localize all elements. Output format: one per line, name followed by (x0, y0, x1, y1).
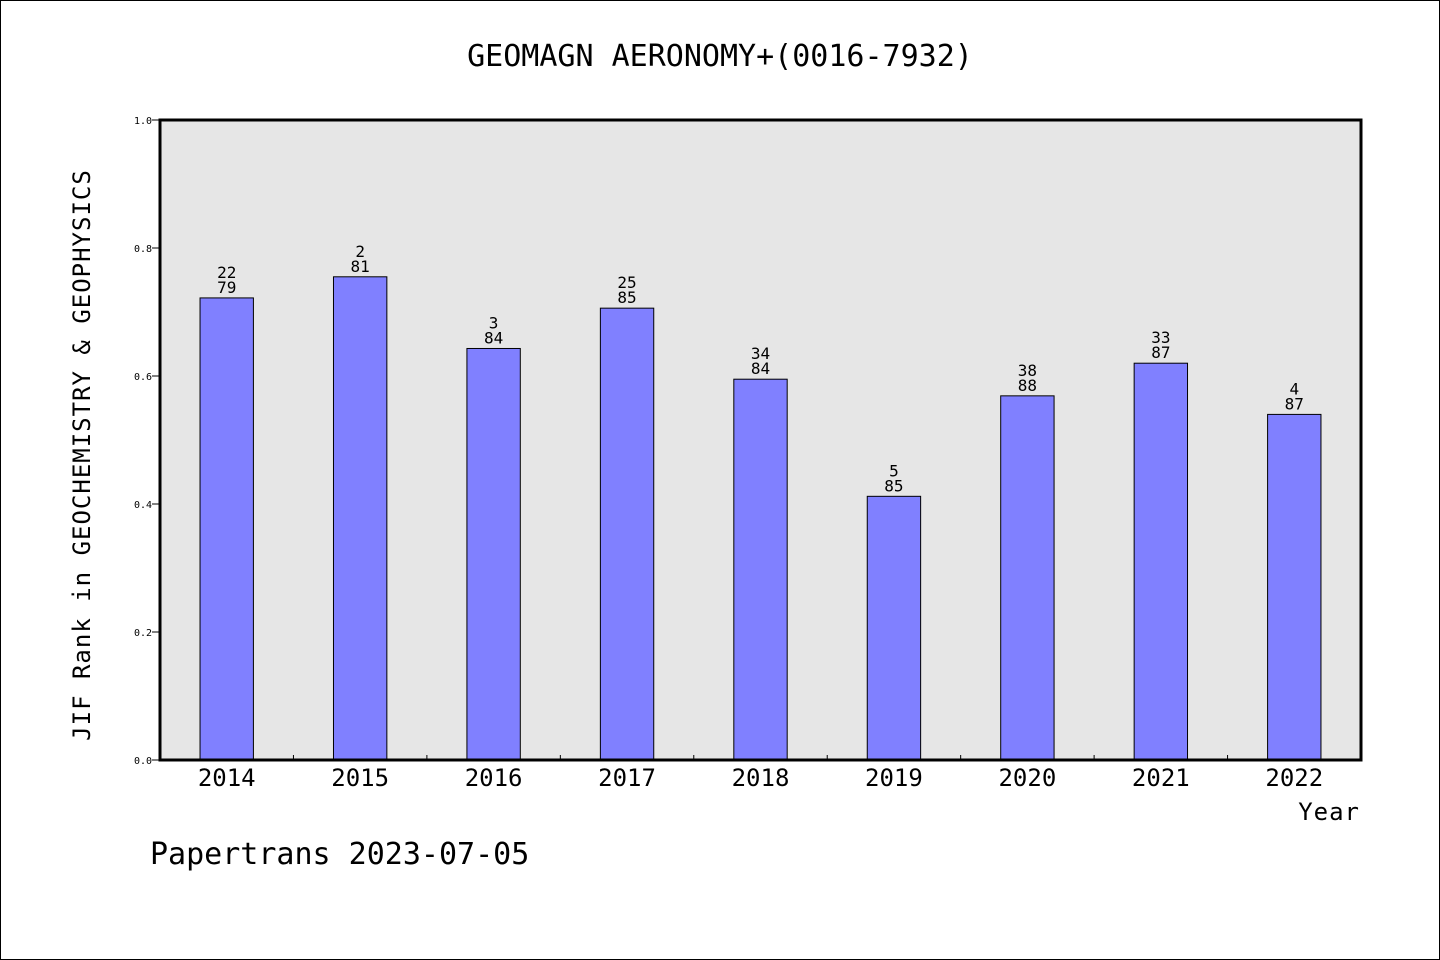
bar (733, 378, 788, 761)
chart-title: GEOMAGN AERONOMY+(0016-7932) (467, 39, 973, 74)
x-tick-label: 2020 (998, 764, 1056, 792)
bar-label-percentile: 87 (1285, 394, 1304, 413)
y-axis: 0.0 0.2 0.4 0.6 0.8 1.0 (134, 116, 160, 767)
bar (1000, 395, 1055, 761)
bar-label-rank: 5 (889, 461, 899, 480)
bar (866, 495, 922, 761)
x-tick-label: 2014 (198, 764, 256, 792)
bar-label-rank: 4 (1289, 379, 1299, 398)
x-tick-label: 2019 (865, 764, 923, 792)
bar-label-percentile: 85 (884, 476, 903, 495)
x-tick-label: 2018 (732, 764, 790, 792)
y-tick-label: 0.6 (134, 372, 152, 383)
bar-label-rank: 22 (217, 263, 236, 282)
footer-text: Papertrans 2023-07-05 (150, 837, 529, 872)
bar-label-rank: 25 (617, 273, 636, 292)
bar-label-percentile: 79 (217, 278, 236, 297)
y-tick-label: 0.0 (134, 756, 152, 767)
bar (332, 276, 388, 761)
bar-label-percentile: 87 (1151, 343, 1170, 362)
y-tick-label: 0.2 (134, 628, 152, 639)
bar-label-rank: 38 (1018, 361, 1037, 380)
bar (1133, 362, 1189, 761)
x-axis: 2014 2015 2016 2017 2018 2019 2020 2021 2022 (198, 755, 1323, 792)
bar-label-rank: 34 (751, 344, 770, 363)
y-tick-label: 0.8 (134, 244, 152, 255)
bar-label-rank: 3 (489, 313, 499, 332)
plot-border (158, 118, 1363, 762)
y-tick-label: 0.4 (134, 500, 152, 511)
x-tick-label: 2015 (331, 764, 389, 792)
bar-label-percentile: 88 (1018, 376, 1037, 395)
x-tick-label: 2017 (598, 764, 656, 792)
bar-label-percentile: 84 (751, 359, 770, 378)
y-tick-label: 1.0 (134, 116, 152, 127)
y-axis-label: JIF Rank in GEOCHEMISTRY & GEOPHYSICS (68, 169, 96, 741)
bar-label-rank: 33 (1151, 328, 1170, 347)
bar (599, 307, 655, 761)
bar-label-percentile: 85 (617, 288, 636, 307)
bar-label-percentile: 81 (351, 257, 370, 276)
bar (466, 347, 521, 761)
x-tick-label: 2021 (1132, 764, 1190, 792)
x-axis-label: Year (1298, 798, 1360, 826)
bar-label-rank: 2 (355, 242, 365, 261)
x-tick-label: 2022 (1265, 764, 1323, 792)
bar (1267, 413, 1322, 761)
bar-label-percentile: 84 (484, 328, 503, 347)
bar (199, 297, 254, 761)
x-tick-label: 2016 (465, 764, 523, 792)
